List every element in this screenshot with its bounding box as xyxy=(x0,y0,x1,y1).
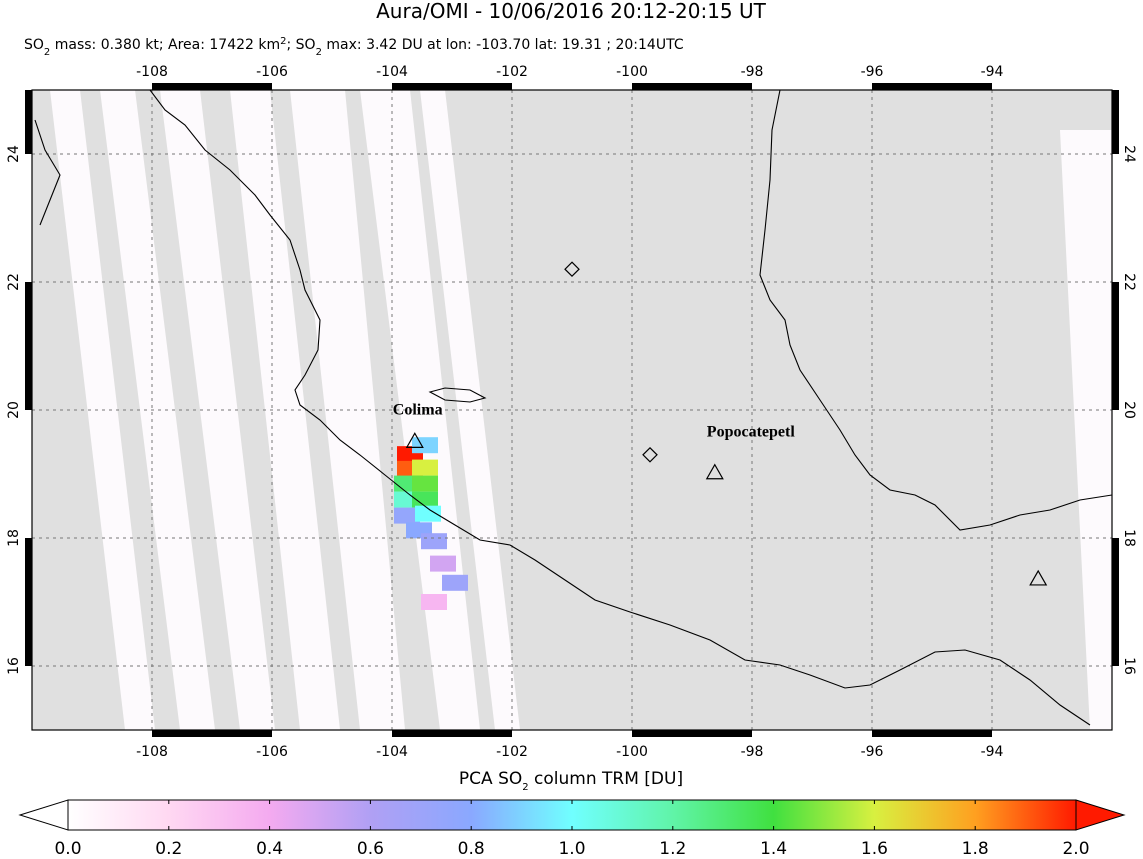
so2-pixel xyxy=(421,594,447,610)
colorbar-under xyxy=(18,799,69,831)
so2-pixel xyxy=(421,533,447,550)
lon-tick-label: -106 xyxy=(256,744,288,760)
colorbar-tick-label: 1.8 xyxy=(962,839,989,855)
colorbar-ticks: 0.0 0.2 0.4 0.6 0.8 1.0 1.2 1.4 1.6 1.8 2.0 xyxy=(54,800,1090,859)
so2-pixels xyxy=(394,437,468,610)
lon-tick-label: -96 xyxy=(861,744,884,760)
frame-bar xyxy=(152,83,272,90)
lon-tick-label: -102 xyxy=(496,64,528,80)
grid xyxy=(32,90,1112,730)
frame-bar xyxy=(632,730,752,737)
lon-tick-label: -104 xyxy=(376,64,408,80)
pacific-coast xyxy=(149,90,1091,726)
colorbar-over xyxy=(1075,799,1126,831)
lat-tick-label: 16 xyxy=(6,657,22,675)
lat-tick-label: 22 xyxy=(1121,273,1137,291)
lat-tick-label: 18 xyxy=(6,529,22,547)
volcano-label: Popocatepetl xyxy=(707,424,796,441)
so2-pixel xyxy=(442,574,468,591)
volcano-marker xyxy=(405,432,424,448)
frame-bar xyxy=(872,730,992,737)
colorbar-title: PCA SO2 column TRM [DU] xyxy=(459,769,683,793)
coastlines xyxy=(34,90,1112,726)
colorbar-tick-label: 1.6 xyxy=(861,839,888,855)
frame-bars xyxy=(25,83,1119,737)
colorbar-tick-label: 0.8 xyxy=(458,839,485,855)
subtitle: SO2 mass: 0.380 kt; Area: 17422 km2; SO2… xyxy=(24,36,684,58)
colorbar-tick-label: 0.6 xyxy=(357,839,384,855)
script-text: 2 xyxy=(44,47,50,58)
text-part: PCA SO xyxy=(459,769,522,789)
text-part: mass: 0.380 kt; Area: 17422 km xyxy=(50,37,280,53)
so2-pixel xyxy=(394,507,420,524)
lat-tick-label: 20 xyxy=(6,401,22,419)
lat-tick-label: 24 xyxy=(1121,145,1137,163)
so2-pixel xyxy=(412,491,438,508)
lat-tick-label: 22 xyxy=(6,273,22,291)
lat-tick-label: 20 xyxy=(1121,401,1137,419)
so2-pixel xyxy=(412,437,438,454)
frame-bar xyxy=(392,83,512,90)
lon-tick-label: -106 xyxy=(256,64,288,80)
so2-pixel xyxy=(412,475,438,492)
script-text: 2 xyxy=(316,47,322,58)
lon-tick-label: -94 xyxy=(981,744,1004,760)
colorbar-tick-label: 1.0 xyxy=(558,839,585,855)
so2-pixel xyxy=(415,505,441,522)
frame-bar xyxy=(25,282,32,410)
frame-bar xyxy=(392,730,512,737)
lon-tick-label: -96 xyxy=(861,64,884,80)
volcano-label: Colima xyxy=(393,401,443,418)
frame-bar xyxy=(1112,90,1119,154)
lon-tick-label: -108 xyxy=(136,64,168,80)
colorbar-tick-label: 0.0 xyxy=(54,839,81,855)
lon-tick-label: -108 xyxy=(136,744,168,760)
colorbar-tick-label: 0.4 xyxy=(256,839,283,855)
diamond-marker xyxy=(642,446,658,463)
colorbar-tick-label: 1.4 xyxy=(760,839,787,855)
frame-bar xyxy=(1112,282,1119,410)
frame-bar xyxy=(872,83,992,90)
map-area: Colima Popocatepetl xyxy=(32,90,1112,730)
markers: Colima Popocatepetl xyxy=(393,261,1048,586)
lon-tick-label: -98 xyxy=(741,744,764,760)
text-part: ; SO xyxy=(287,37,316,53)
lon-tick-label: -94 xyxy=(981,64,1004,80)
frame-bar xyxy=(1112,538,1119,666)
text-part: max: 3.42 DU at lon: -103.70 lat: 19.31 … xyxy=(322,37,684,53)
lon-tick-label: -98 xyxy=(741,64,764,80)
lon-tick-label: -102 xyxy=(496,744,528,760)
lon-tick-label: -104 xyxy=(376,744,408,760)
script-text: 2 xyxy=(522,782,528,793)
lon-tick-label: -100 xyxy=(616,64,648,80)
lat-tick-label: 16 xyxy=(1121,657,1137,675)
text-part: column TRM [DU] xyxy=(529,769,683,789)
colorbar-tick-label: 1.2 xyxy=(659,839,686,855)
frame-bar xyxy=(25,538,32,666)
so2-pixel xyxy=(430,555,456,572)
title: Aura/OMI - 10/06/2016 20:12-20:15 UT xyxy=(376,0,767,23)
lat-tick-label: 18 xyxy=(1121,529,1137,547)
script-text: 2 xyxy=(280,36,286,47)
volcano-marker xyxy=(1029,569,1048,586)
lon-tick-label: -100 xyxy=(616,744,648,760)
gulf-california xyxy=(34,119,61,226)
gulf-coast xyxy=(759,90,1112,531)
colorbar-tick-label: 0.2 xyxy=(155,839,182,855)
volcano-marker xyxy=(705,463,724,480)
so2-pixel xyxy=(412,459,438,476)
frame-bar xyxy=(25,90,32,154)
frame-bar xyxy=(632,83,752,90)
colorbar-tick-label: 2.0 xyxy=(1062,839,1089,855)
text-part: SO xyxy=(24,37,44,53)
frame-bar xyxy=(152,730,272,737)
colorbar xyxy=(67,799,1077,831)
diamond-marker xyxy=(564,261,580,278)
chapala xyxy=(428,387,487,403)
lat-tick-label: 24 xyxy=(6,145,22,163)
axis-ticks: -108 -108 -106 -106 -104 -104 -102 -102 -100 -100… xyxy=(6,64,1137,760)
